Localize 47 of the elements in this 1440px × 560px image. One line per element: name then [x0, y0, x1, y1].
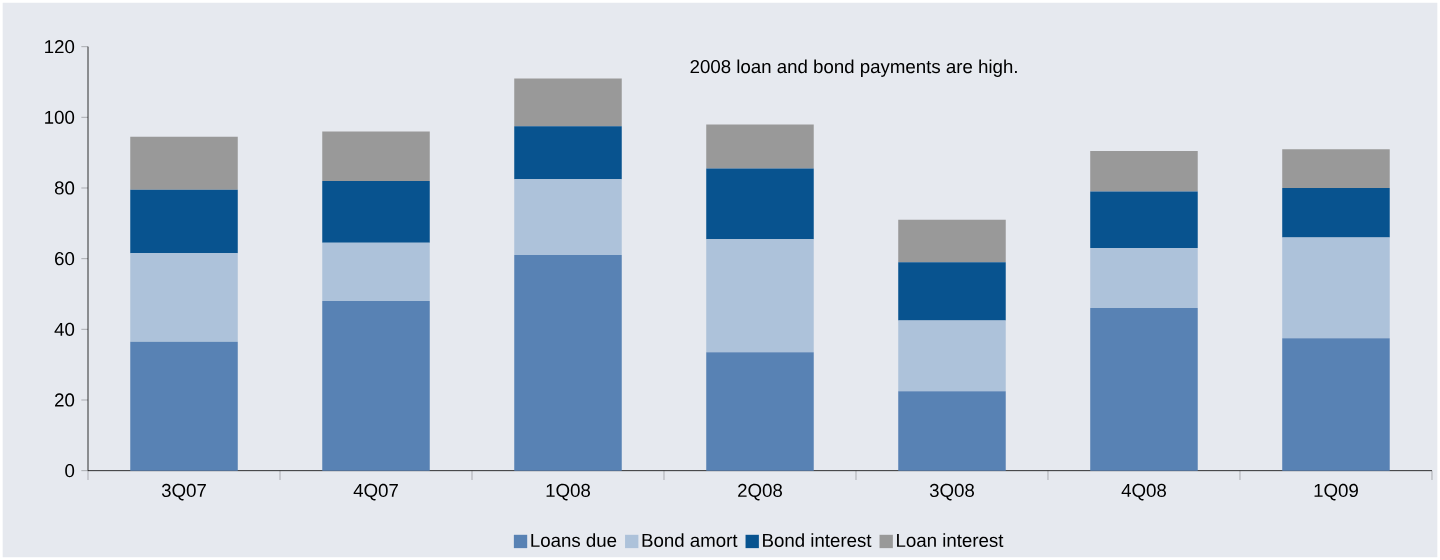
- bar: [514, 78, 622, 127]
- x-tick-label: 4Q08: [1121, 483, 1166, 501]
- bar: [706, 352, 814, 471]
- bar: [706, 239, 814, 353]
- bar: [322, 180, 430, 243]
- bar: [130, 189, 238, 254]
- legend-label: Bond interest: [763, 533, 872, 548]
- bar: [1090, 191, 1198, 249]
- x-tick-label: 1Q08: [546, 483, 591, 501]
- y-tick-label: 0: [65, 464, 75, 478]
- bar: [130, 341, 238, 471]
- legend-label: Loan interest: [897, 533, 1004, 548]
- bar: [706, 168, 814, 240]
- y-tick-label: 80: [54, 181, 75, 195]
- y-tick-label: 60: [55, 252, 75, 266]
- bar: [514, 126, 622, 180]
- y-tick-label: 120: [45, 40, 75, 54]
- bar: [514, 255, 622, 471]
- y-tick-label: 20: [55, 393, 75, 407]
- bar: [1090, 150, 1198, 192]
- bar: [1282, 187, 1390, 238]
- bar: [130, 253, 238, 342]
- bar: [898, 219, 1006, 263]
- bar: [1090, 308, 1198, 471]
- bar: [322, 301, 430, 471]
- bar: [322, 242, 430, 302]
- y-tick-label: 40: [54, 322, 75, 336]
- x-tick-label: 3Q08: [929, 483, 975, 501]
- x-tick-label: 4Q07: [353, 483, 398, 501]
- legend-label: Bond amort: [642, 533, 738, 548]
- x-tick-label: 2Q08: [738, 483, 783, 501]
- bar: [1282, 237, 1390, 339]
- bar: [322, 131, 430, 181]
- bar: [706, 124, 814, 169]
- bar: [1282, 338, 1390, 471]
- x-tick-label: 1Q09: [1314, 483, 1358, 501]
- bar: [1090, 248, 1198, 309]
- bar: [514, 179, 622, 256]
- legend-label: Loans due: [531, 533, 617, 548]
- bar: [130, 136, 238, 190]
- bar: [898, 320, 1006, 392]
- y-tick-label: 100: [45, 110, 75, 124]
- annotation: 2008 loan and bond payments are high.: [690, 59, 1017, 77]
- x-tick-label: 3Q07: [161, 483, 206, 501]
- bar: [898, 262, 1006, 321]
- bar: [1282, 149, 1390, 188]
- bar: [898, 391, 1006, 471]
